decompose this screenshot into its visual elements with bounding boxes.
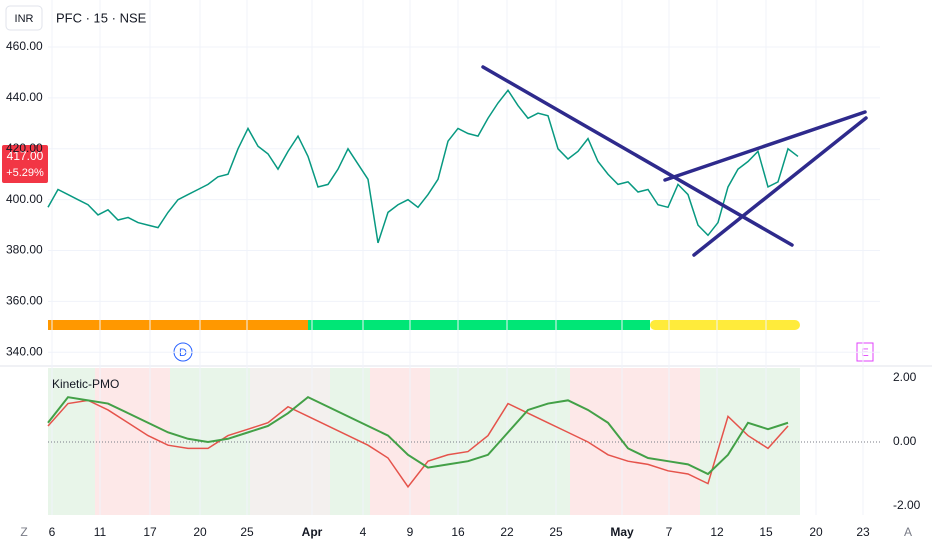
x-tick-label: 4 — [360, 525, 367, 539]
x-tick-label: 25 — [549, 525, 563, 539]
trend-line — [692, 116, 868, 257]
earnings-label: E — [861, 347, 868, 359]
x-tick-label: 7 — [666, 525, 673, 539]
pmo-band — [570, 368, 700, 515]
y-tick-label: 460.00 — [6, 39, 43, 53]
currency: INR — [15, 13, 34, 25]
x-tick-label: 22 — [500, 525, 514, 539]
x-tick-label: Apr — [302, 525, 323, 539]
x-tick-label: 25 — [240, 525, 254, 539]
y-tick-label: 440.00 — [6, 90, 43, 104]
y-tick-label: 360.00 — [6, 294, 43, 308]
series-line — [47, 399, 789, 489]
price-tag-value: 417.00 — [7, 149, 44, 163]
dividend-label: D — [179, 347, 187, 359]
x-tick-label: 6 — [49, 525, 56, 539]
y-tick-label: 2.00 — [893, 370, 917, 384]
pmo-band — [250, 368, 330, 515]
session-strip — [308, 320, 650, 330]
y-tick-label: 0.00 — [893, 434, 917, 448]
session-strip — [650, 320, 800, 330]
x-tick-label: 15 — [759, 525, 773, 539]
x-tick-label: 16 — [451, 525, 465, 539]
trend-lines — [481, 65, 868, 257]
x-tick-label: 20 — [193, 525, 207, 539]
series-line — [47, 89, 799, 244]
timezone-button[interactable]: Z — [20, 525, 27, 539]
series-line — [47, 395, 789, 476]
plot: 340.00360.00380.00400.00420.00440.00460.… — [6, 0, 921, 539]
x-tick-label: 9 — [407, 525, 414, 539]
price-tag — [2, 145, 48, 183]
session-strip — [48, 320, 308, 330]
trend-line — [481, 65, 794, 247]
y-tick-label: -2.00 — [893, 498, 921, 512]
indicator-title: Kinetic-PMO — [52, 377, 119, 391]
x-tick-label: 12 — [710, 525, 724, 539]
symbol: PFC · 15 · NSE — [56, 10, 147, 25]
x-tick-label: 20 — [809, 525, 823, 539]
y-tick-label: 340.00 — [6, 344, 43, 358]
currency-box[interactable] — [5, 5, 43, 31]
y-tick-label: 420.00 — [6, 141, 43, 155]
y-tick-label: 380.00 — [6, 243, 43, 257]
x-tick-label: 11 — [94, 525, 107, 539]
trend-line — [663, 110, 867, 182]
x-tick-label: May — [610, 525, 634, 539]
y-tick-label: 400.00 — [6, 192, 43, 206]
x-tick-label: 23 — [856, 525, 870, 539]
auto-scale-button[interactable]: A — [904, 525, 912, 539]
x-tick-label: 17 — [143, 525, 157, 539]
price-tag-change: +5.29% — [6, 167, 44, 179]
